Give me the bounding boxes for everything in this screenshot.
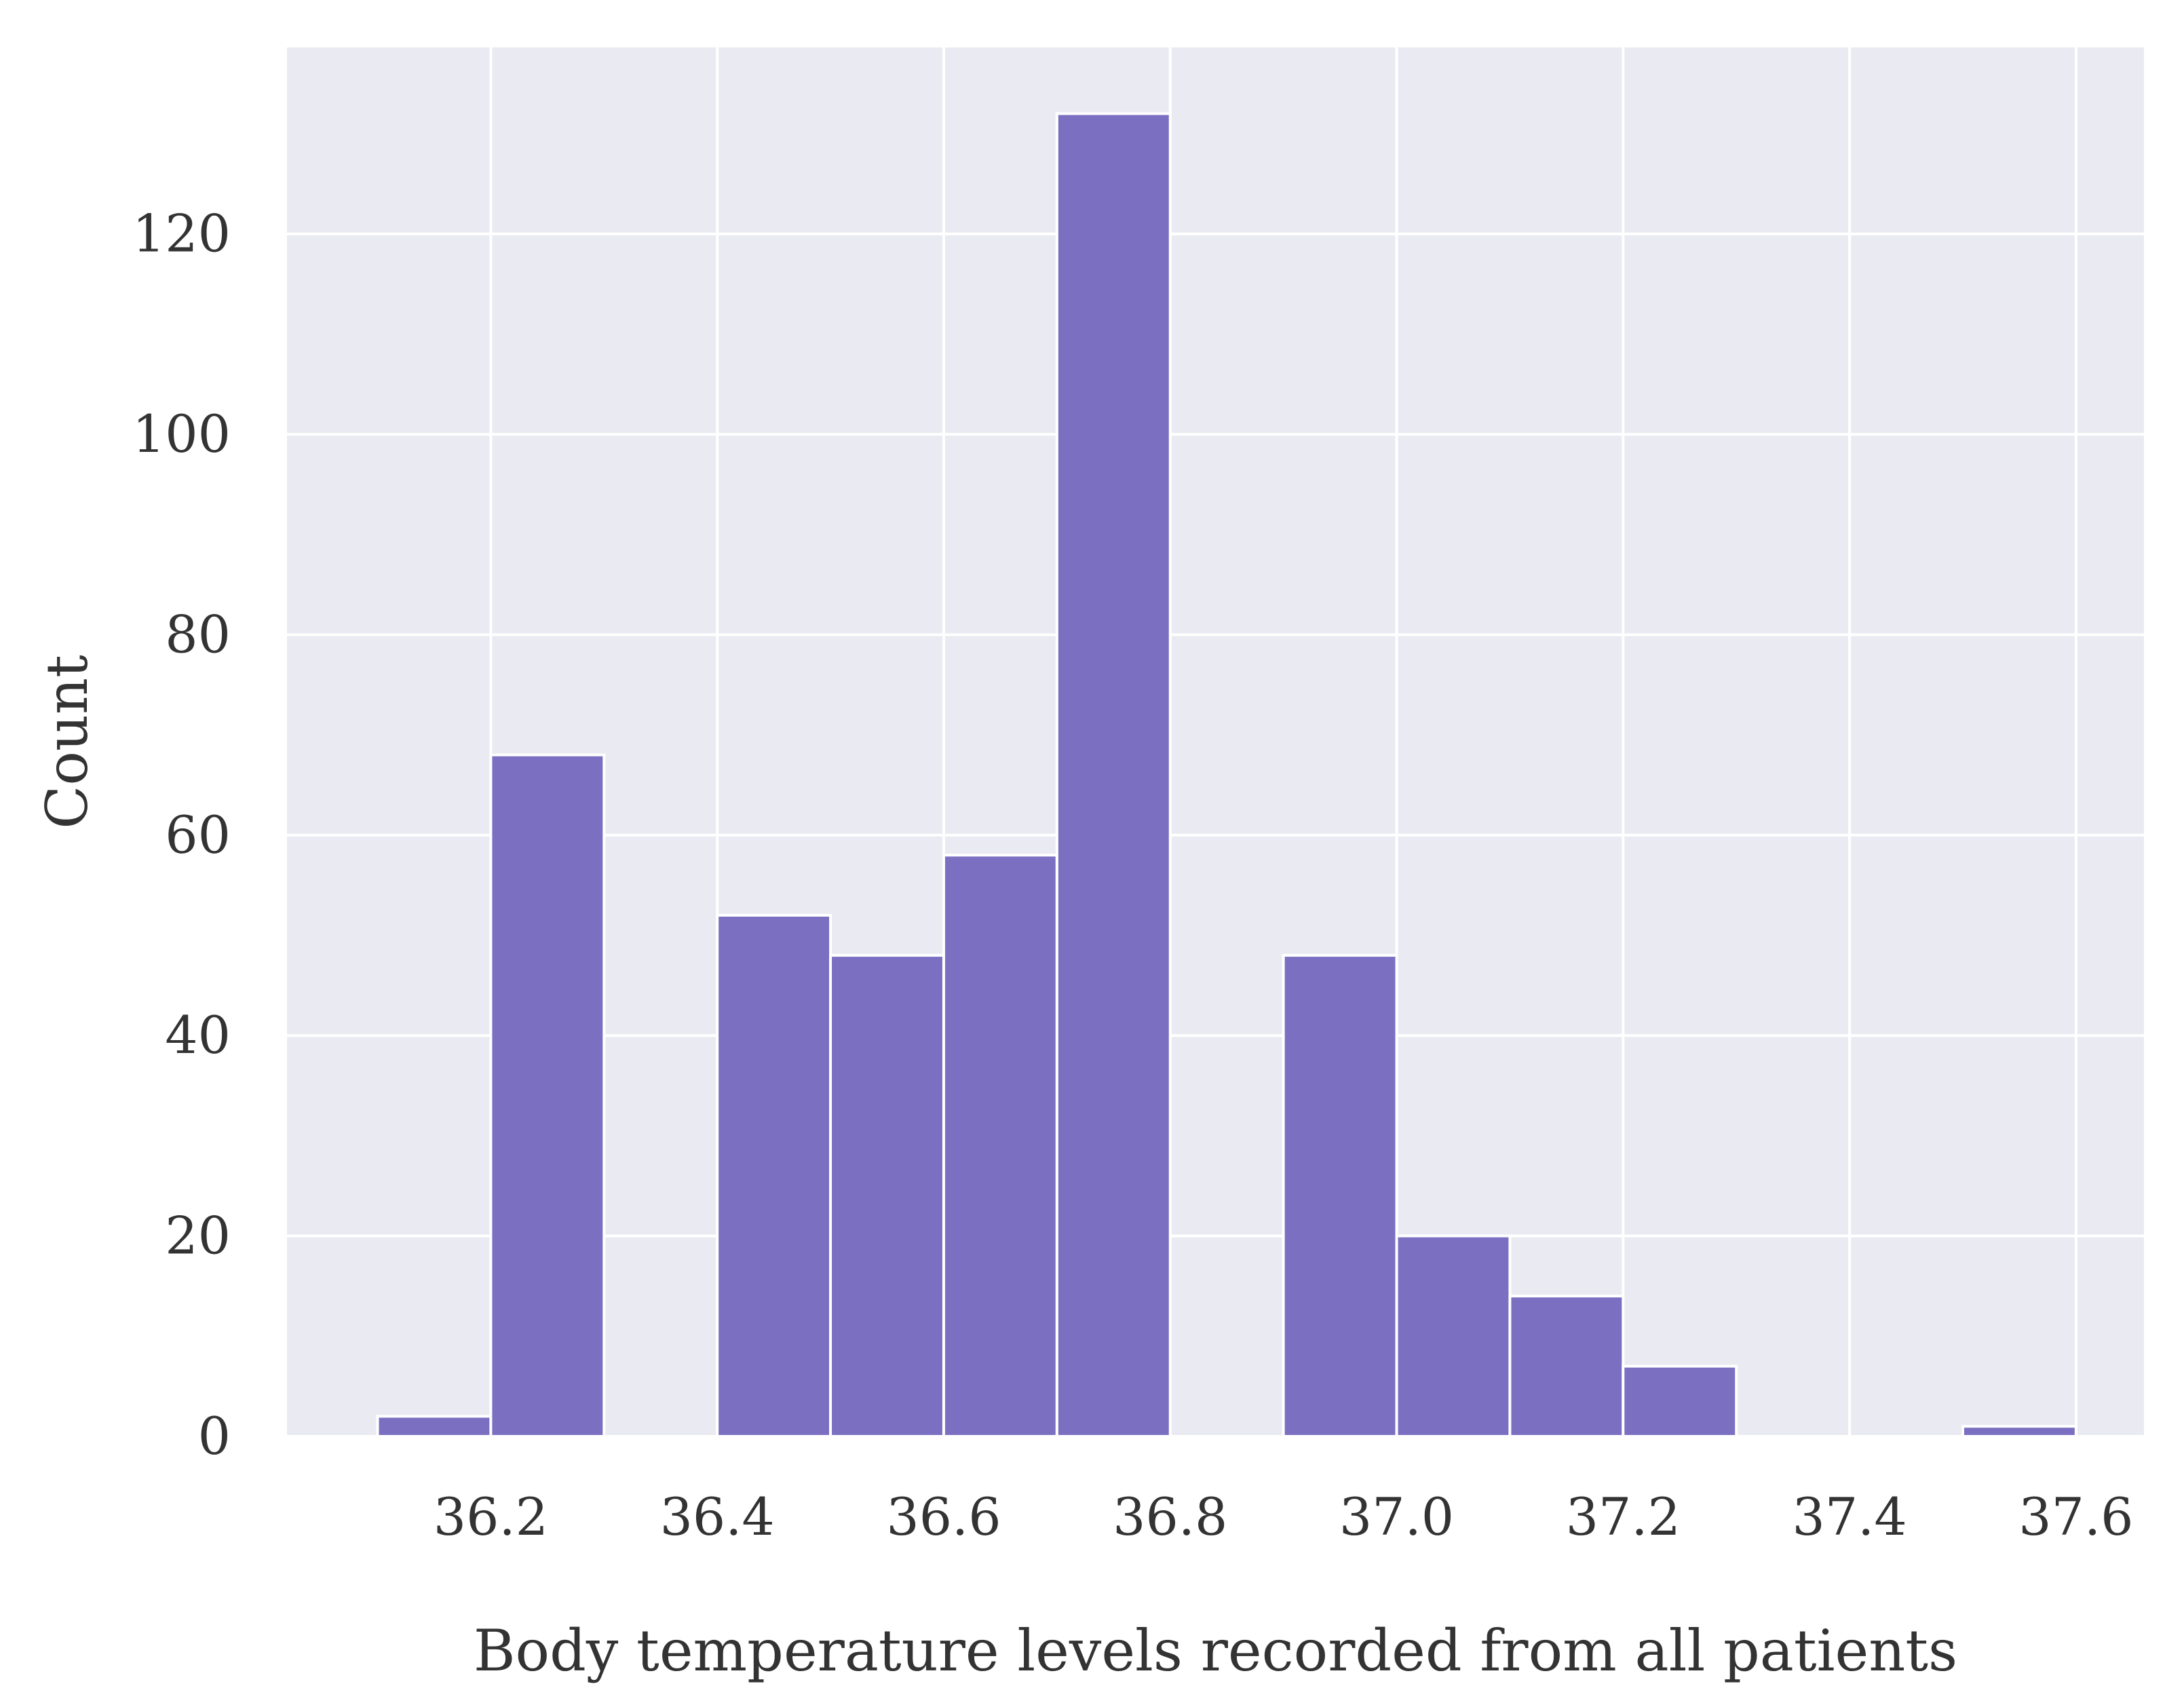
x-tick-label: 37.6 <box>2018 1487 2133 1547</box>
x-tick-label: 37.0 <box>1339 1487 1454 1547</box>
histogram-bar <box>942 854 1058 1438</box>
histogram-bars <box>376 112 2077 1438</box>
x-tick-label: 37.4 <box>1792 1487 1907 1547</box>
y-axis-label: Count <box>34 655 100 829</box>
histogram-bar <box>1282 954 1398 1438</box>
y-tick-label: 0 <box>198 1406 231 1466</box>
x-tick-label: 36.8 <box>1113 1487 1227 1547</box>
y-tick-label: 20 <box>165 1206 231 1266</box>
y-tick-label: 80 <box>165 604 231 664</box>
x-tick-label: 36.6 <box>886 1487 1001 1547</box>
y-tick-label: 60 <box>165 805 231 865</box>
y-tick-label: 100 <box>132 404 231 464</box>
x-axis-ticks: 36.2 36.4 36.6 36.8 37.0 37.2 37.4 37.6 <box>434 1487 2134 1547</box>
y-axis-ticks: 0 20 40 60 80 100 120 <box>132 204 231 1466</box>
histogram-bar <box>829 954 945 1438</box>
x-tick-label: 36.4 <box>660 1487 775 1547</box>
x-axis-label: Body temperature levels recorded from al… <box>474 1618 1957 1684</box>
histogram-bar <box>1622 1364 1738 1438</box>
histogram-bar <box>1508 1295 1625 1438</box>
histogram-bar <box>489 753 606 1438</box>
histogram-bar <box>1395 1234 1512 1438</box>
histogram-bar <box>1055 112 1172 1438</box>
gridlines <box>287 47 2144 1438</box>
y-tick-label: 120 <box>132 204 231 264</box>
histogram-bar <box>376 1415 493 1438</box>
x-tick-label: 36.2 <box>434 1487 548 1547</box>
histogram-bar <box>716 914 832 1438</box>
y-tick-label: 40 <box>165 1005 231 1065</box>
x-tick-label: 37.2 <box>1566 1487 1681 1547</box>
histogram-bar <box>1961 1425 2077 1438</box>
